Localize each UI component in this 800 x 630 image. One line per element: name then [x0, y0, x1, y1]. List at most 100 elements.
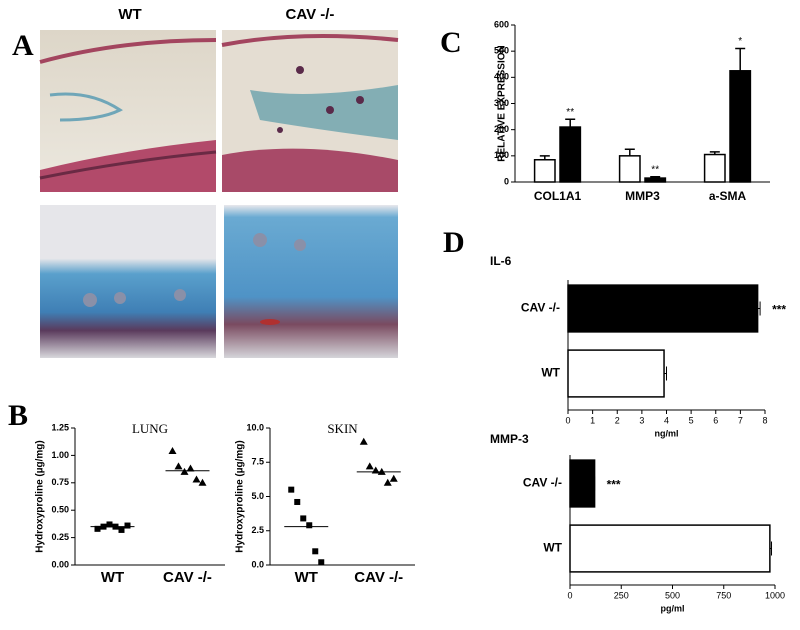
y-tick-label: WT	[541, 366, 560, 380]
chart-title: IL-6	[490, 254, 512, 268]
x-tick-label: WT	[295, 569, 318, 586]
data-point	[124, 522, 131, 529]
data-point	[294, 498, 301, 505]
x-tick-label: COL1A1	[534, 189, 582, 203]
x-tick-label: MMP3	[625, 189, 660, 203]
y-tick-label: 5.0	[251, 491, 264, 501]
x-tick-label: WT	[101, 569, 124, 586]
histology-image	[221, 30, 399, 192]
data-point	[300, 515, 307, 522]
data-point	[118, 526, 125, 533]
bar	[567, 284, 759, 333]
x-axis-label: ng/ml	[655, 428, 679, 438]
y-tick-label: WT	[543, 541, 562, 555]
data-point	[186, 464, 195, 472]
x-tick-label: 500	[665, 590, 680, 600]
y-tick-label: 300	[494, 98, 509, 108]
data-point	[106, 521, 113, 528]
bar	[618, 155, 641, 183]
data-point	[318, 559, 325, 566]
bar	[703, 153, 726, 183]
chart-title: MMP-3	[490, 432, 529, 446]
y-tick-label: 400	[494, 72, 509, 82]
bar	[569, 459, 596, 508]
x-axis-label: pg/ml	[661, 603, 685, 613]
y-tick-label: 0.75	[51, 477, 69, 487]
error-bar	[624, 148, 635, 156]
x-tick-label: 0	[567, 590, 572, 600]
y-tick-label: CAV -/-	[521, 301, 560, 315]
panel-label: A	[12, 29, 34, 62]
histology-image	[40, 205, 216, 358]
y-axis-label: Hydroxyproline (µg/mg)	[35, 440, 46, 552]
y-tick-label: CAV -/-	[523, 476, 562, 490]
data-point	[288, 486, 295, 493]
data-point	[306, 522, 313, 529]
data-point	[389, 474, 398, 482]
x-tick-label: a-SMA	[709, 189, 747, 203]
data-point	[94, 525, 101, 532]
data-point	[359, 437, 368, 445]
data-point	[365, 462, 374, 470]
significance-label: **	[566, 107, 574, 118]
x-tick-label: 250	[614, 590, 629, 600]
y-tick-label: 0.25	[51, 532, 69, 542]
x-tick-label: CAV -/-	[354, 569, 403, 586]
y-tick-label: 500	[494, 46, 509, 56]
bar	[533, 159, 556, 183]
panel-label: C	[440, 26, 462, 59]
y-tick-label: 0	[504, 176, 509, 186]
bar	[559, 126, 582, 183]
x-tick-label: 6	[713, 415, 718, 425]
data-point	[383, 478, 392, 486]
data-point	[168, 447, 177, 455]
y-tick-label: 7.5	[251, 457, 264, 467]
y-tick-label: 100	[494, 150, 509, 160]
bar	[567, 349, 665, 398]
bar	[644, 177, 667, 183]
x-tick-label: 7	[738, 415, 743, 425]
x-tick-label: 4	[664, 415, 669, 425]
y-axis-label: Hydroxyproline (µg/mg)	[235, 440, 246, 552]
y-tick-label: 0.50	[51, 505, 69, 515]
histology-image	[39, 30, 217, 192]
chart-title: LUNG	[132, 421, 168, 436]
column-label: WT	[118, 6, 141, 23]
x-tick-label: 1	[590, 415, 595, 425]
chart-title: SKIN	[327, 421, 358, 436]
significance-label: *	[738, 36, 742, 47]
error-bar	[664, 366, 667, 381]
y-tick-label: 0.00	[51, 559, 69, 569]
error-bar	[565, 118, 576, 128]
x-tick-label: 3	[639, 415, 644, 425]
y-tick-label: 600	[494, 19, 509, 29]
bar	[569, 524, 771, 573]
y-axis-label: RELATIVE EXPRESSION	[497, 45, 508, 162]
histology-image	[224, 205, 398, 358]
panel-label: B	[8, 399, 28, 432]
significance-label: ***	[607, 478, 621, 492]
data-point	[180, 467, 189, 475]
error-bar	[757, 301, 761, 316]
significance-label: **	[651, 164, 659, 175]
data-point	[198, 478, 207, 486]
column-label: CAV -/-	[286, 6, 335, 23]
y-tick-label: 2.5	[251, 525, 264, 535]
y-tick-label: 10.0	[246, 422, 264, 432]
data-point	[312, 548, 319, 555]
significance-label: ***	[772, 303, 786, 317]
y-tick-label: 200	[494, 124, 509, 134]
data-point	[192, 475, 201, 483]
x-tick-label: CAV -/-	[163, 569, 212, 586]
data-point	[371, 466, 380, 474]
y-tick-label: 1.00	[51, 450, 69, 460]
error-bar	[539, 155, 550, 160]
x-tick-label: 5	[689, 415, 694, 425]
y-tick-label: 1.25	[51, 422, 69, 432]
bar	[729, 70, 752, 183]
y-tick-label: 0.0	[251, 559, 264, 569]
error-bar	[735, 47, 746, 71]
error-bar	[769, 541, 773, 556]
